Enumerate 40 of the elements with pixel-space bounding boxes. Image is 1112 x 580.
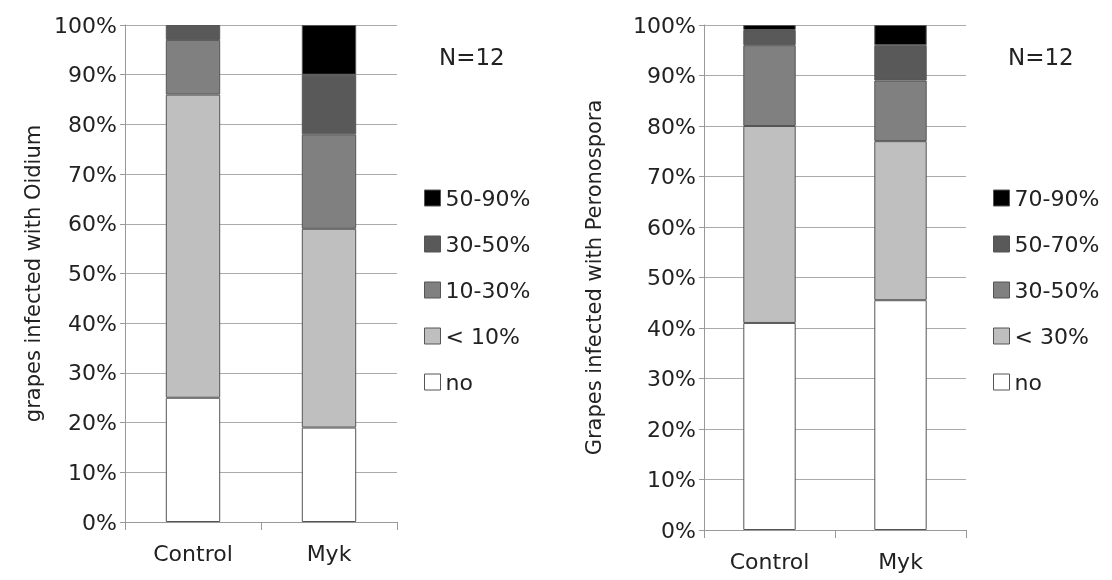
y-tick-label: 50% [68,261,117,286]
legend-label: no [445,369,473,395]
y-tick-label: 0% [661,517,696,543]
text: N=12 [439,43,505,70]
legend-label: 50-90% [445,185,531,211]
y-tick-label: 100% [54,12,117,38]
y-tick-label: 30% [647,366,696,391]
y-tick-label: 50% [647,265,696,290]
y-tick-label: 60% [68,211,117,237]
legend-label: 50-70% [1014,231,1100,257]
text: N=12 [1008,43,1074,70]
y-tick-label: 90% [68,62,117,88]
y-tick-label: 10% [68,459,117,485]
legend-label: < 10% [445,323,520,349]
legend-label: 30-50% [1014,277,1100,303]
y-axis-title: Grapes infected with Peronospora [581,99,606,456]
y-tick-label: 80% [647,113,696,139]
y-tick-label: 40% [647,315,696,341]
y-axis-title: grapes infected with Oidium [20,124,45,423]
y-tick-label: 0% [82,509,117,535]
legend-label: 30-50% [445,231,531,257]
x-tick-label: Control [153,540,233,566]
y-tick-label: 20% [647,416,696,442]
y-tick-label: 30% [68,360,117,386]
y-tick-label: 20% [68,410,117,436]
y-tick-label: 100% [633,12,696,38]
x-tick-label: Myk [878,548,924,574]
legend-label: < 30% [1014,323,1089,349]
legend-label: 10-30% [445,277,531,303]
x-tick-label: Myk [306,540,352,566]
y-tick-label: 60% [647,214,696,240]
y-tick-label: 40% [68,310,117,336]
y-tick-label: 10% [647,467,696,492]
legend-label: no [1014,369,1042,395]
y-tick-label: 80% [68,111,117,137]
y-tick-label: 70% [68,161,117,187]
legend-label: 70-90% [1014,185,1100,211]
x-tick-label: Control [729,548,810,574]
y-tick-label: 90% [647,63,696,88]
y-tick-label: 70% [647,164,696,189]
